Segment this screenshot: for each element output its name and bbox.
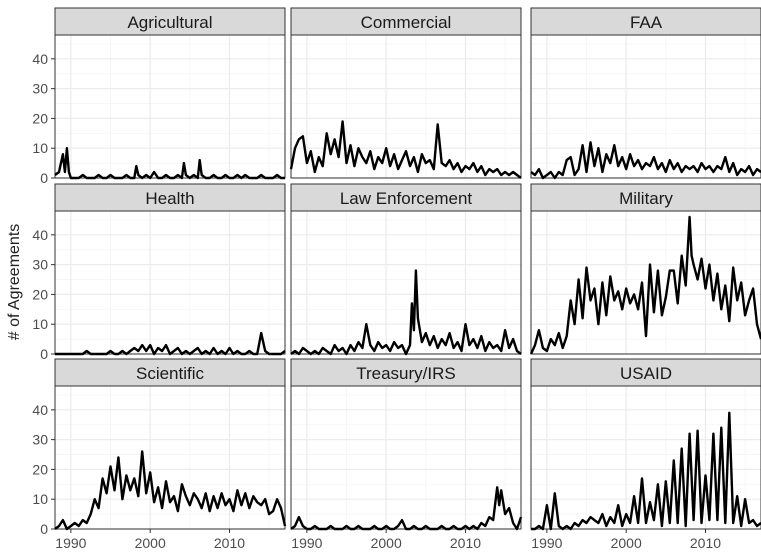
strip-label-treasury-irs: Treasury/IRS	[356, 364, 456, 383]
y-tick-label: 40	[32, 227, 48, 243]
series-line-military	[529, 215, 761, 355]
panel-military: Military	[529, 183, 761, 355]
y-tick-label: 30	[32, 81, 48, 97]
x-tick-label: 2010	[690, 535, 721, 548]
panel-agricultural: Agricultural 0 10 20 30 40	[32, 7, 286, 186]
strip-faa	[530, 7, 761, 36]
x-tick-label: 2010	[214, 535, 245, 548]
panel-border-scientific	[54, 385, 286, 530]
y-tick-label: 10	[32, 491, 48, 507]
strip-label-scientific: Scientific	[136, 364, 205, 383]
series-line-law-enforcement	[290, 269, 522, 356]
strip-health	[54, 183, 286, 212]
panel-scientific: Scientific 0 10 20 30 40 1990 2000 2010	[32, 358, 287, 551]
y-tick-label: 30	[32, 257, 48, 273]
panel-health: Health 0 10 20 30 40	[32, 183, 286, 362]
strip-label-law-enforcement: Law Enforcement	[340, 189, 473, 208]
series-line-commercial	[289, 120, 522, 179]
x-tick-label: 2000	[611, 535, 642, 548]
series-line-health	[55, 331, 286, 356]
x-tick-label: 1990	[55, 535, 86, 548]
strip-military	[530, 183, 761, 212]
y-tick-label: 30	[32, 432, 48, 448]
panel-usaid: USAID 1990 2000 2010	[530, 358, 761, 551]
strip-label-commercial: Commercial	[361, 13, 452, 32]
y-tick-label: 20	[32, 110, 48, 126]
strip-agricultural	[54, 7, 286, 36]
y-tick-label: 10	[32, 140, 48, 156]
series-line-usaid	[531, 411, 761, 531]
panel-background-commercial	[291, 35, 521, 178]
y-tick-label: 20	[32, 461, 48, 477]
y-tick-label: 0	[40, 170, 48, 186]
strip-label-agricultural: Agricultural	[127, 13, 212, 32]
x-tick-label: 2000	[135, 535, 166, 548]
panel-background-health	[55, 211, 285, 354]
panel-background-faa	[531, 35, 761, 178]
panel-border-faa	[530, 34, 761, 179]
panel-border-usaid	[530, 385, 761, 530]
series-line-faa	[530, 141, 761, 180]
y-tick-label: 10	[32, 316, 48, 332]
x-tick-label: 2010	[450, 535, 481, 548]
strip-commercial	[290, 7, 522, 36]
series-line-scientific	[54, 450, 287, 531]
panel-background-treasury-irs	[291, 386, 521, 529]
panel-commercial: Commercial	[289, 7, 522, 179]
series-line-agricultural	[54, 146, 285, 180]
panel-border-commercial	[290, 34, 522, 179]
panel-border-military	[530, 210, 761, 355]
panel-law-enforcement: Law Enforcement	[290, 183, 522, 356]
strip-scientific	[54, 358, 286, 387]
strip-label-faa: FAA	[630, 13, 663, 32]
series-line-treasury-irs	[290, 486, 523, 531]
strip-label-usaid: USAID	[620, 364, 672, 383]
x-tick-label: 2000	[371, 535, 402, 548]
x-tick-label: 1990	[531, 535, 562, 548]
y-tick-label: 0	[40, 521, 48, 537]
panel-faa: FAA	[530, 7, 761, 180]
y-axis-title: # of Agreements	[6, 224, 23, 341]
y-tick-label: 40	[32, 402, 48, 418]
panel-background-agricultural	[55, 35, 285, 178]
strip-usaid	[530, 358, 761, 387]
x-tick-label: 1990	[291, 535, 322, 548]
y-tick-label: 0	[40, 346, 48, 362]
panel-background-law-enforcement	[291, 211, 521, 354]
strip-label-military: Military	[619, 189, 673, 208]
y-tick-label: 20	[32, 286, 48, 302]
y-tick-label: 40	[32, 51, 48, 67]
panel-treasury-irs: Treasury/IRS 1990 2000 2010	[290, 358, 523, 551]
strip-law-enforcement	[290, 183, 522, 212]
strip-label-health: Health	[145, 189, 194, 208]
